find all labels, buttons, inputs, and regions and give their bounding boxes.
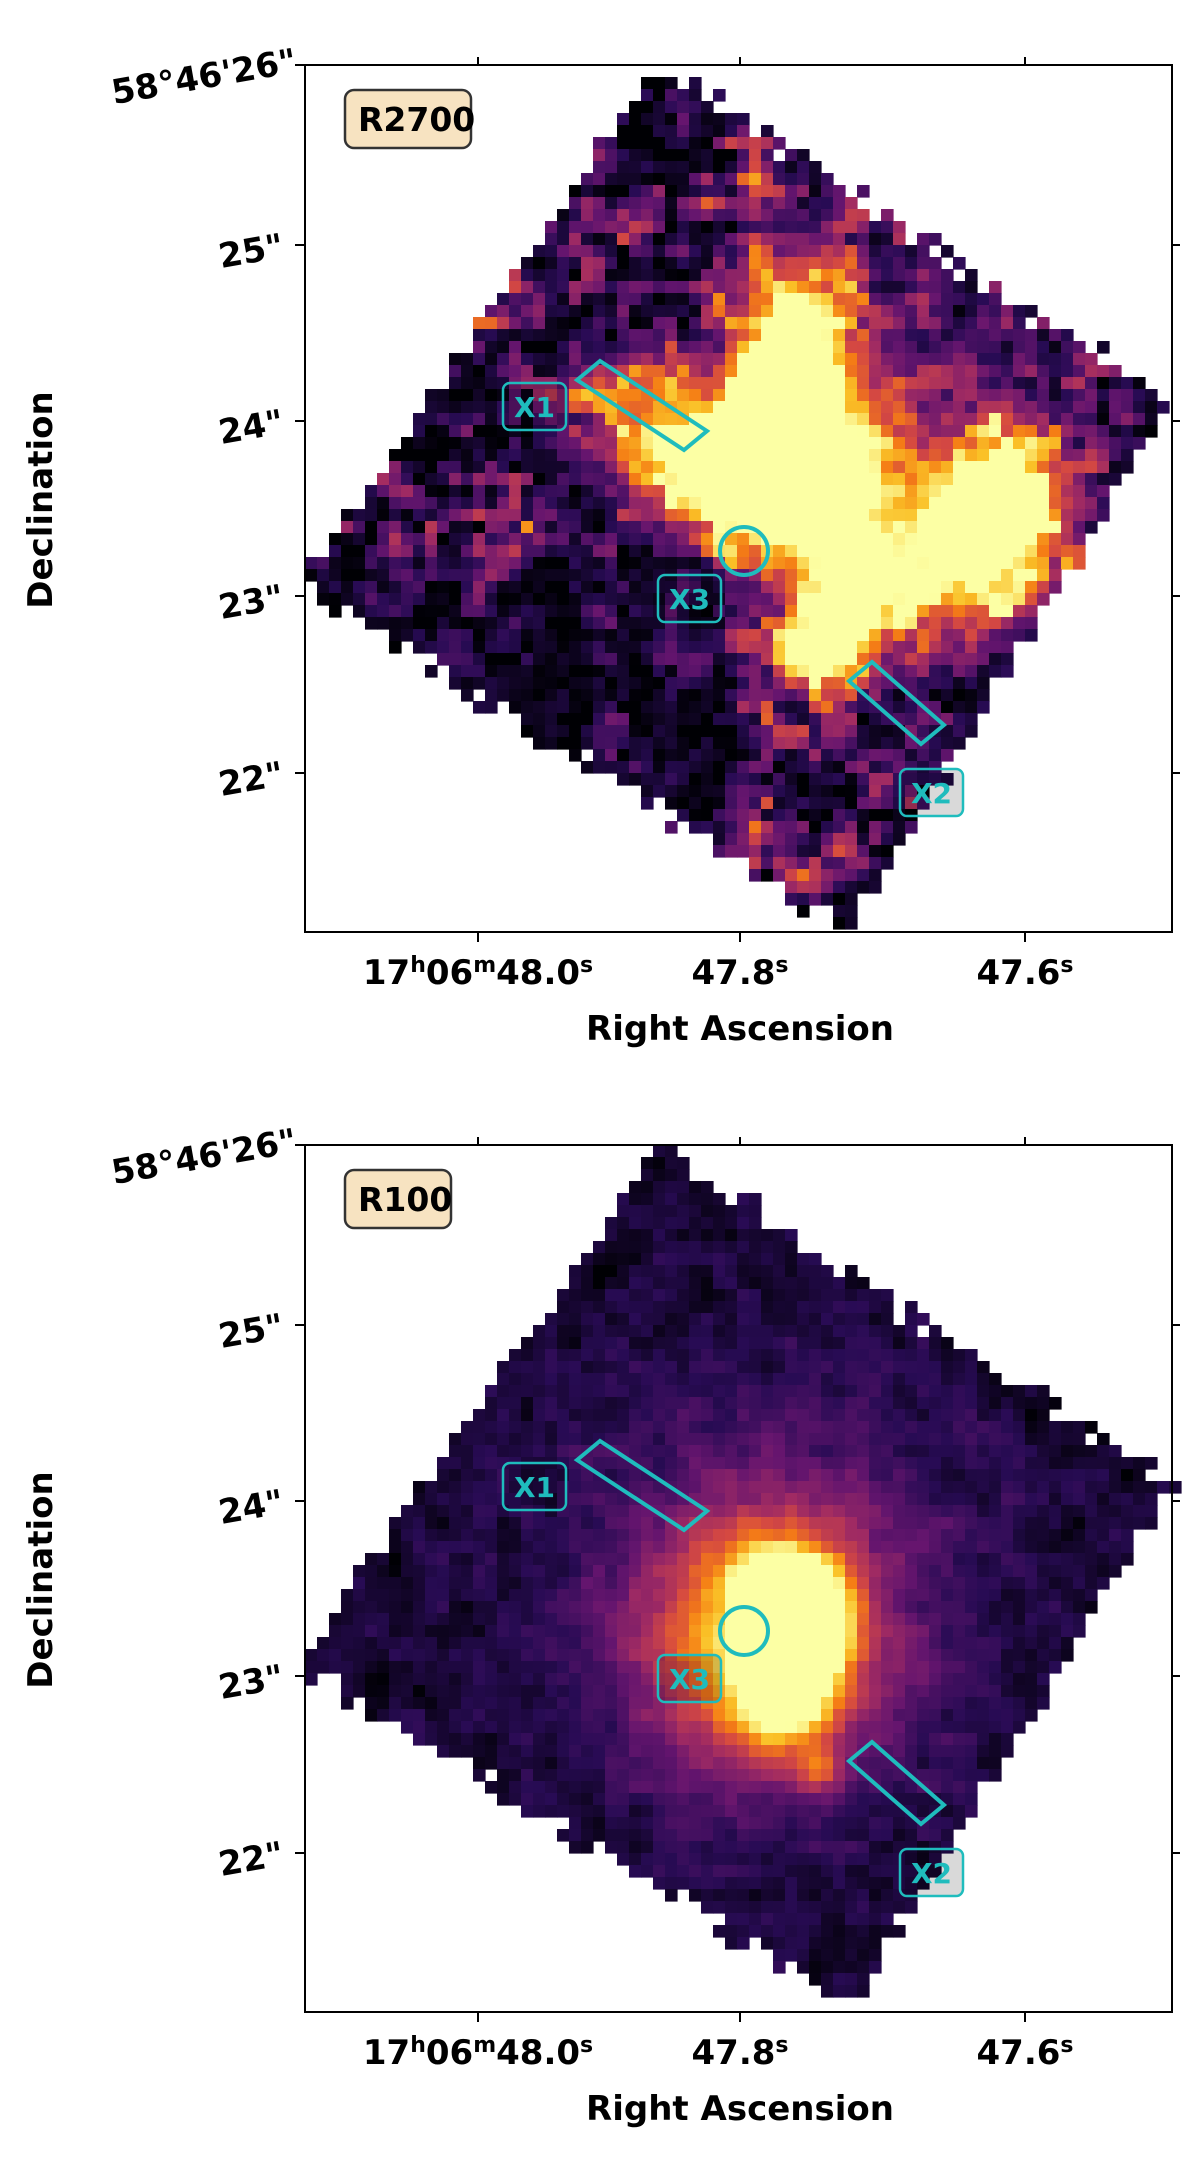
region-x3-tag: X3 xyxy=(658,575,721,622)
dec-tick-label: 23" xyxy=(216,1657,287,1708)
flux-map xyxy=(305,77,1170,930)
x-axis-label: Right Ascension xyxy=(586,1009,894,1049)
x-axis-label: Right Ascension xyxy=(586,2089,894,2129)
ra-tick-label: 47.6s xyxy=(977,2033,1074,2074)
panel-figure: 25" 24" 23" 22" 58°46'26" 17h06m48.0s 47.8s 47.… xyxy=(0,0,1200,1080)
dec-tick-label: 22" xyxy=(216,1834,287,1885)
dec-tick-label: 24" xyxy=(216,402,287,453)
panel-label: R100 xyxy=(358,1180,452,1219)
dec-top-label: 58°46'26" xyxy=(108,1121,299,1193)
svg-text:X3: X3 xyxy=(669,583,710,616)
ra-tick-label: 47.8s xyxy=(692,2033,789,2074)
panel-label: R2700 xyxy=(358,100,475,139)
panel-figure: 25" 24" 23" 22" 58°46'26" 17h06m48.0s 47.8s 47.… xyxy=(0,1080,1200,2160)
dec-tick-label: 23" xyxy=(216,577,287,628)
region-x1-tag: X1 xyxy=(503,383,566,430)
region-x1-tag: X1 xyxy=(503,1463,566,1510)
panel-r100: 25" 24" 23" 22" 58°46'26" 17h06m48.0s 47.8s 47.… xyxy=(0,1080,1200,2160)
svg-text:X2: X2 xyxy=(911,777,952,810)
panel-label-box: R100 xyxy=(345,1170,452,1228)
region-x3-tag: X3 xyxy=(658,1655,721,1702)
dec-top-label: 58°46'26" xyxy=(108,41,299,113)
dec-tick-label: 25" xyxy=(216,1306,287,1357)
ra-tick-label: 47.6s xyxy=(977,953,1074,994)
ra-tick-label: 47.8s xyxy=(692,953,789,994)
ra-tick-label: 17h06m48.0s xyxy=(363,953,593,994)
panel-label-box: R2700 xyxy=(345,90,475,148)
svg-text:X1: X1 xyxy=(514,391,555,424)
dec-tick-label: 22" xyxy=(216,754,287,805)
y-axis-label: Declination xyxy=(21,391,61,608)
region-x2-tag: X2 xyxy=(900,769,963,816)
dec-tick-label: 24" xyxy=(216,1482,287,1533)
flux-map xyxy=(305,1145,1182,1998)
ra-tick-label: 17h06m48.0s xyxy=(363,2033,593,2074)
panel-r2700: 25" 24" 23" 22" 58°46'26" 17h06m48.0s 47.8s 47.… xyxy=(0,0,1200,1080)
y-axis-label: Declination xyxy=(21,1471,61,1688)
dec-tick-label: 25" xyxy=(216,226,287,277)
region-x2-tag: X2 xyxy=(900,1849,963,1896)
